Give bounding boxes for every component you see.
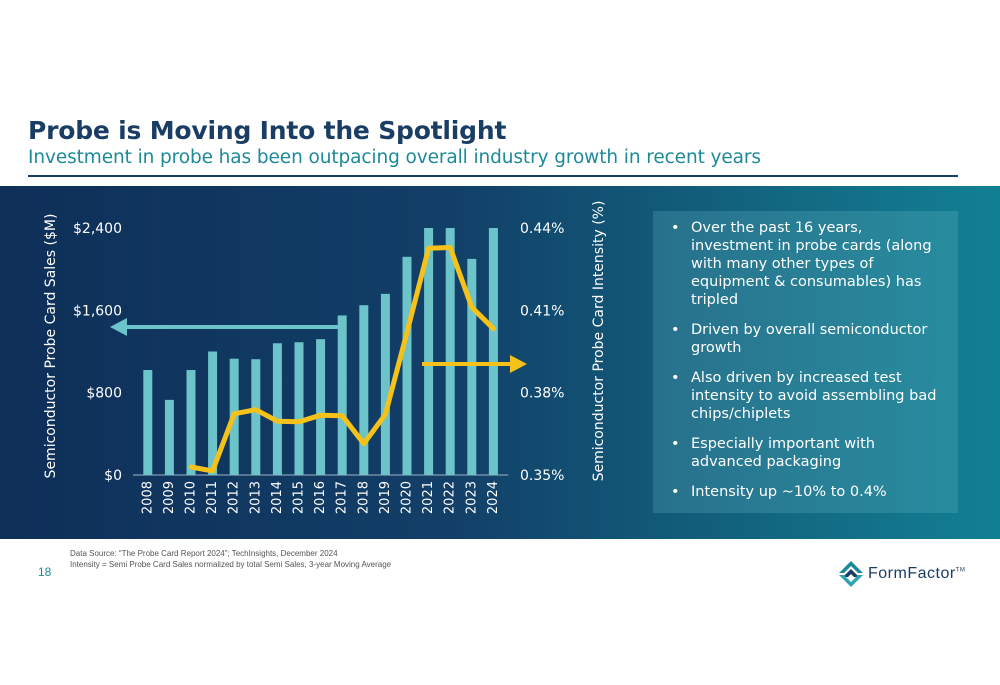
bar-2018 <box>359 305 369 475</box>
logo-wordmark: FormFactor <box>868 565 956 582</box>
bullet-text: Over the past 16 years, investment in pr… <box>691 220 932 308</box>
y-axis-title: Semiconductor Probe Card Sales ($M) <box>43 214 59 479</box>
y-tick-label: $0 <box>104 468 122 484</box>
logo-trademark: TM <box>955 567 966 574</box>
x-tick-label: 2013 <box>248 481 263 514</box>
x-tick-label: 2024 <box>486 481 501 514</box>
x-tick-label: 2016 <box>313 481 328 514</box>
footnote-source: Data Source: “The Probe Card Report 2024… <box>70 549 338 558</box>
x-tick-label: 2015 <box>292 481 307 514</box>
bar-2013 <box>251 359 261 475</box>
bullets-panel: • Over the past 16 years, investment in p… <box>653 211 958 513</box>
bar-2016 <box>316 339 326 475</box>
x-tick-label: 2020 <box>400 481 415 514</box>
bar-2019 <box>380 293 390 475</box>
x-tick-label: 2012 <box>227 481 242 514</box>
left-axis-arrow-head <box>110 318 127 336</box>
x-tick-label: 2011 <box>205 481 220 514</box>
bullet-item: • Driven by overall semiconductor growth <box>671 321 948 357</box>
footnote-intensity: Intensity = Semi Probe Card Sales normal… <box>70 560 392 569</box>
y2-axis-title: Semiconductor Probe Card Intensity (%) <box>591 201 607 482</box>
bullet-dot-icon: • <box>671 370 680 386</box>
bar-2023 <box>467 258 477 475</box>
bullet-item: • Over the past 16 years, investment in p… <box>671 219 948 309</box>
bullet-list: • Over the past 16 years, investment in p… <box>653 211 958 501</box>
bullet-text: Driven by overall semiconductor growth <box>691 322 928 356</box>
bullet-dot-icon: • <box>671 484 680 500</box>
y2-tick-label: 0.38% <box>520 386 564 402</box>
bar-2022 <box>445 228 455 475</box>
x-tick-label: 2014 <box>270 481 285 514</box>
bullet-dot-icon: • <box>671 322 680 338</box>
bullet-text: Especially important with advanced packa… <box>691 436 875 470</box>
slide-title: Probe is Moving Into the Spotlight <box>28 116 507 145</box>
x-tick-label: 2017 <box>335 481 350 514</box>
bar-2009 <box>164 399 174 475</box>
bar-2011 <box>208 351 218 475</box>
bar-2015 <box>294 342 304 475</box>
bullet-text: Intensity up ~10% to 0.4% <box>691 484 887 500</box>
bar-2010 <box>186 370 196 475</box>
y-tick-label: $2,400 <box>73 221 122 237</box>
probe-sales-chart: 2008 2009 2010 2011 2012 2013 2014 2015 2016 2017… <box>43 201 607 515</box>
title-divider <box>28 175 958 177</box>
right-axis-arrow-head <box>510 355 527 373</box>
bar-2020 <box>402 256 412 475</box>
bullet-item: • Intensity up ~10% to 0.4% <box>671 483 948 501</box>
bullet-item: • Especially important with advanced pack… <box>671 435 948 471</box>
bullet-item: • Also driven by increased test intensity… <box>671 369 948 423</box>
intensity-line <box>188 245 496 474</box>
bar-2017 <box>337 315 347 475</box>
bar-2008 <box>143 370 153 475</box>
x-tick-label: 2008 <box>140 481 155 514</box>
page-number: 18 <box>38 565 52 579</box>
bar-2014 <box>272 343 282 475</box>
x-tick-label: 2018 <box>356 481 371 514</box>
formfactor-logo-icon <box>839 561 863 587</box>
y2-tick-label: 0.44% <box>520 221 564 237</box>
formfactor-logo-text: FormFactorTM <box>868 565 965 583</box>
bar-2024 <box>488 228 498 475</box>
x-tick-label: 2023 <box>464 481 479 514</box>
x-tick-label: 2021 <box>421 481 436 514</box>
y-tick-label: $1,600 <box>73 303 122 319</box>
bar-2021 <box>424 228 434 475</box>
x-tick-label: 2019 <box>378 481 393 514</box>
x-tick-label: 2009 <box>162 481 177 514</box>
x-tick-label: 2010 <box>184 481 199 514</box>
slide-subtitle: Investment in probe has been outpacing o… <box>28 147 761 168</box>
x-tick-label: 2022 <box>443 481 458 514</box>
bullet-dot-icon: • <box>671 436 680 452</box>
bullet-dot-icon: • <box>671 220 680 236</box>
y-tick-label: $800 <box>86 386 122 402</box>
y2-tick-label: 0.35% <box>520 468 564 484</box>
bullet-text: Also driven by increased test intensity … <box>691 370 937 422</box>
y2-tick-label: 0.41% <box>520 303 564 319</box>
